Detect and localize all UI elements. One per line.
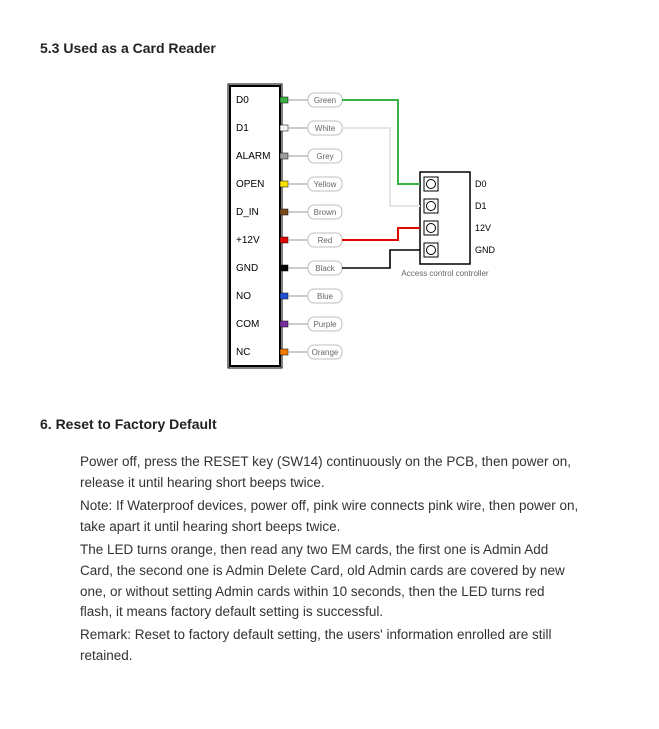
reset-step-1: Power off, press the RESET key (SW14) co…: [80, 452, 579, 494]
wire-terminal: [280, 321, 288, 327]
wire-terminal: [280, 209, 288, 215]
wire-terminal: [280, 97, 288, 103]
controller-caption: Access control controller: [401, 269, 488, 278]
reset-remark: Remark: Reset to factory default setting…: [80, 625, 579, 667]
controller-port-label: D0: [475, 179, 487, 189]
wiring-diagram: D0 Green D1 White ALARM Grey OPEN Yellow D_IN Bro…: [160, 76, 500, 376]
wire-color-label: Green: [313, 96, 335, 105]
wire-color-label: Yellow: [313, 180, 336, 189]
wire: [342, 250, 420, 268]
heading-5-3: 5.3 Used as a Card Reader: [40, 40, 619, 56]
device-pin-label: D0: [236, 95, 249, 106]
wire-terminal: [280, 237, 288, 243]
wire-color-label: White: [314, 124, 335, 133]
wire-color-label: Red: [317, 236, 332, 245]
wire-terminal: [280, 349, 288, 355]
device-pin-label: OPEN: [236, 179, 264, 190]
controller-port-label: 12V: [475, 223, 491, 233]
section-6-body: Power off, press the RESET key (SW14) co…: [80, 452, 579, 667]
wire-color-label: Grey: [316, 152, 333, 161]
device-pin-label: ALARM: [236, 151, 270, 162]
wire-terminal: [280, 125, 288, 131]
wire-color-label: Brown: [313, 208, 336, 217]
heading-6: 6. Reset to Factory Default: [40, 416, 619, 432]
controller-port-label: GND: [475, 245, 496, 255]
wire-color-label: Purple: [313, 320, 337, 329]
device-pin-label: GND: [236, 263, 258, 274]
wire-terminal: [280, 293, 288, 299]
device-pin-label: D1: [236, 123, 249, 134]
wire-terminal: [280, 181, 288, 187]
wire-terminal: [280, 265, 288, 271]
wiring-diagram-container: D0 Green D1 White ALARM Grey OPEN Yellow D_IN Bro…: [40, 76, 619, 376]
wire-terminal: [280, 153, 288, 159]
reset-note: Note: If Waterproof devices, power off, …: [80, 496, 579, 538]
device-pin-label: D_IN: [236, 207, 259, 218]
wire: [342, 228, 420, 240]
wire-color-label: Orange: [311, 348, 338, 357]
reset-step-2: The LED turns orange, then read any two …: [80, 540, 579, 624]
wire: [342, 100, 420, 184]
device-pin-label: COM: [236, 319, 259, 330]
wire-color-label: Blue: [316, 292, 333, 301]
device-pin-label: +12V: [236, 235, 260, 246]
controller-port-label: D1: [475, 201, 487, 211]
device-pin-label: NO: [236, 291, 251, 302]
wire-color-label: Black: [315, 264, 336, 273]
device-pin-label: NC: [236, 347, 250, 358]
wire: [342, 128, 420, 206]
